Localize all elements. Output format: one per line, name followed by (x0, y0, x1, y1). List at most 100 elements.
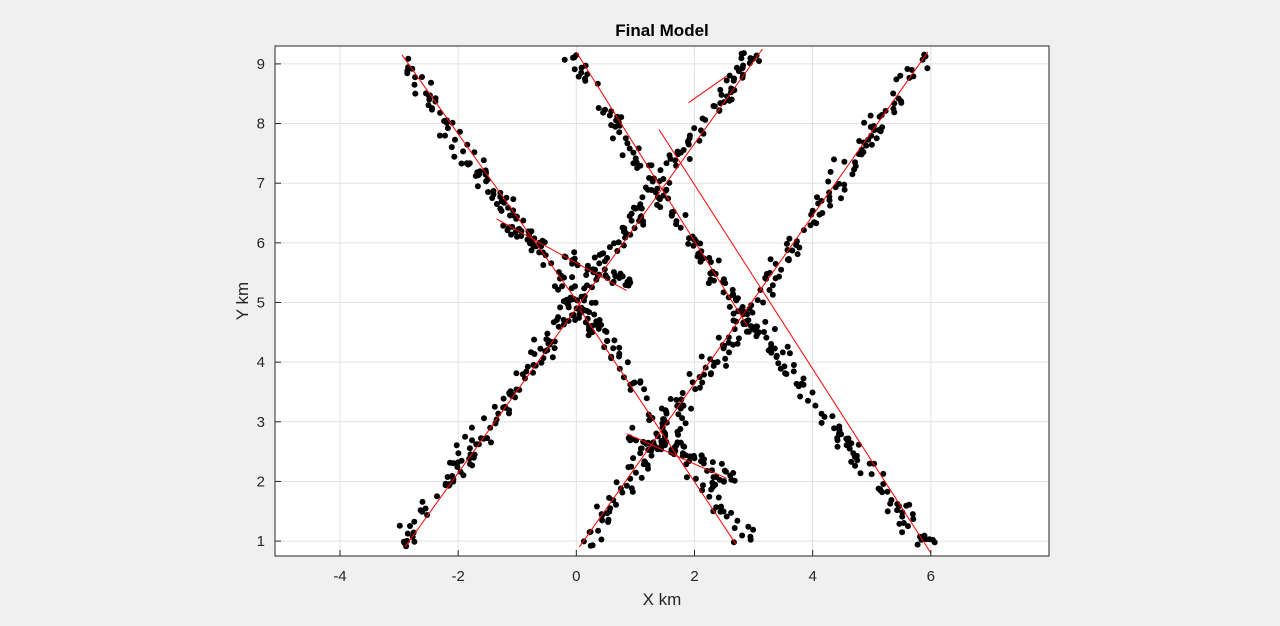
event-point (841, 186, 848, 193)
event-point (691, 125, 698, 132)
event-point (645, 411, 652, 418)
event-point (851, 166, 858, 173)
event-point (591, 311, 598, 318)
event-point (710, 103, 717, 109)
event-point (510, 196, 517, 203)
event-point (628, 463, 635, 470)
event-point (638, 205, 645, 212)
x-tick-label: 4 (808, 568, 816, 585)
event-point (464, 141, 471, 148)
event-point (638, 474, 645, 481)
event-point (460, 148, 467, 155)
event-point (829, 413, 836, 420)
event-point (643, 440, 650, 447)
event-point (831, 425, 838, 432)
event-point (706, 493, 713, 500)
event-point (488, 439, 494, 446)
event-point (682, 420, 689, 427)
event-point (900, 520, 907, 526)
event-point (766, 287, 773, 293)
event-point (701, 371, 707, 378)
event-point (924, 65, 931, 72)
event-point (710, 474, 717, 481)
event-point (855, 151, 862, 158)
event-point (637, 162, 644, 169)
event-point (599, 517, 606, 524)
event-point (637, 450, 644, 457)
event-point (574, 262, 581, 269)
event-point (852, 462, 859, 469)
event-point (690, 242, 697, 249)
event-point (728, 509, 735, 516)
event-point (450, 460, 457, 467)
event-point (730, 539, 737, 546)
event-point (748, 323, 755, 330)
event-point (841, 158, 848, 165)
event-point (638, 213, 645, 220)
event-point (531, 351, 538, 357)
event-point (718, 91, 725, 98)
event-point (707, 356, 714, 363)
event-point (778, 266, 785, 273)
event-point (444, 474, 451, 480)
event-point (838, 195, 844, 202)
fault-line (688, 75, 728, 104)
event-point (628, 217, 635, 224)
event-point (462, 433, 469, 440)
event-point (854, 457, 861, 464)
event-point (682, 212, 689, 218)
event-point (768, 349, 775, 356)
event-point (471, 451, 478, 458)
event-point (818, 419, 825, 426)
event-point (640, 221, 647, 228)
event-point (500, 404, 507, 411)
event-point (725, 334, 732, 341)
event-point (428, 79, 434, 86)
event-point (540, 355, 547, 362)
event-point (434, 493, 440, 500)
event-point (893, 76, 900, 83)
event-point (568, 285, 575, 292)
event-point (639, 194, 646, 201)
event-point (629, 424, 636, 431)
event-point (718, 503, 725, 510)
event-point (877, 487, 884, 494)
event-point (750, 526, 757, 533)
event-point (713, 504, 720, 511)
event-point (412, 74, 419, 81)
event-point (624, 140, 631, 147)
event-point (834, 443, 841, 450)
event-point (571, 66, 578, 73)
event-point (611, 337, 618, 344)
event-point (513, 370, 520, 377)
fault-line (658, 129, 932, 554)
event-point (783, 240, 790, 247)
event-point (884, 488, 891, 495)
event-point (609, 135, 616, 142)
event-point (627, 386, 634, 393)
event-point (630, 149, 637, 156)
event-point (899, 529, 906, 536)
event-point (654, 446, 661, 453)
event-point (643, 395, 650, 402)
event-point (458, 160, 465, 167)
event-point (691, 455, 698, 462)
event-point (700, 130, 707, 137)
event-point (776, 273, 782, 280)
event-point (873, 135, 880, 142)
fault-line (496, 218, 627, 291)
event-point (650, 175, 657, 182)
event-point (692, 386, 699, 393)
event-point (548, 260, 555, 267)
event-point (720, 508, 727, 515)
plot-area (275, 46, 1049, 556)
event-point (744, 311, 751, 318)
event-point (688, 405, 695, 412)
event-point (613, 501, 619, 508)
axes-box (274, 45, 1050, 557)
event-point (653, 430, 660, 437)
event-point (602, 272, 609, 279)
event-point (555, 314, 562, 321)
event-point (745, 523, 752, 530)
event-point (596, 260, 603, 267)
